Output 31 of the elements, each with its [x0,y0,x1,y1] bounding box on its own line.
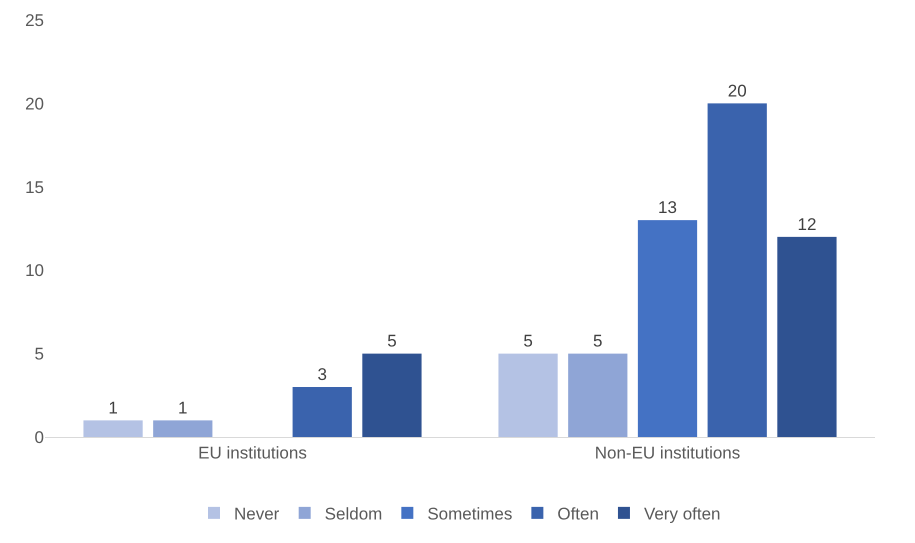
bar [153,420,212,437]
bar [638,220,698,437]
bar [362,354,422,437]
legend-label: Often [557,504,599,524]
data-label: 1 [108,398,118,418]
bar [568,354,628,437]
y-tick-label: 10 [25,261,44,280]
legend-label: Seldom [324,504,382,524]
data-label: 5 [387,332,397,351]
y-tick-label: 25 [25,10,44,30]
bar [777,236,837,437]
x-tick-label: Non-EU institutions [594,443,740,462]
data-label: 5 [593,332,603,351]
y-tick-label: 20 [25,94,44,114]
legend-label: Never [234,504,280,524]
data-label: 12 [797,214,816,234]
y-tick-label: 5 [34,344,44,364]
bar [498,354,558,437]
y-tick-label: 0 [34,428,44,447]
bar [292,386,352,437]
data-label: 1 [178,398,188,418]
data-label: 13 [658,198,677,218]
y-tick-label: 15 [25,178,44,197]
bar [83,420,143,437]
bar [708,103,767,437]
legend-label: Sometimes [427,504,512,524]
legend-label: Very often [644,504,721,524]
x-tick-label: EU institutions [198,443,307,462]
data-label: 3 [317,364,327,384]
data-label: 5 [523,332,533,351]
data-label: 20 [728,81,747,100]
